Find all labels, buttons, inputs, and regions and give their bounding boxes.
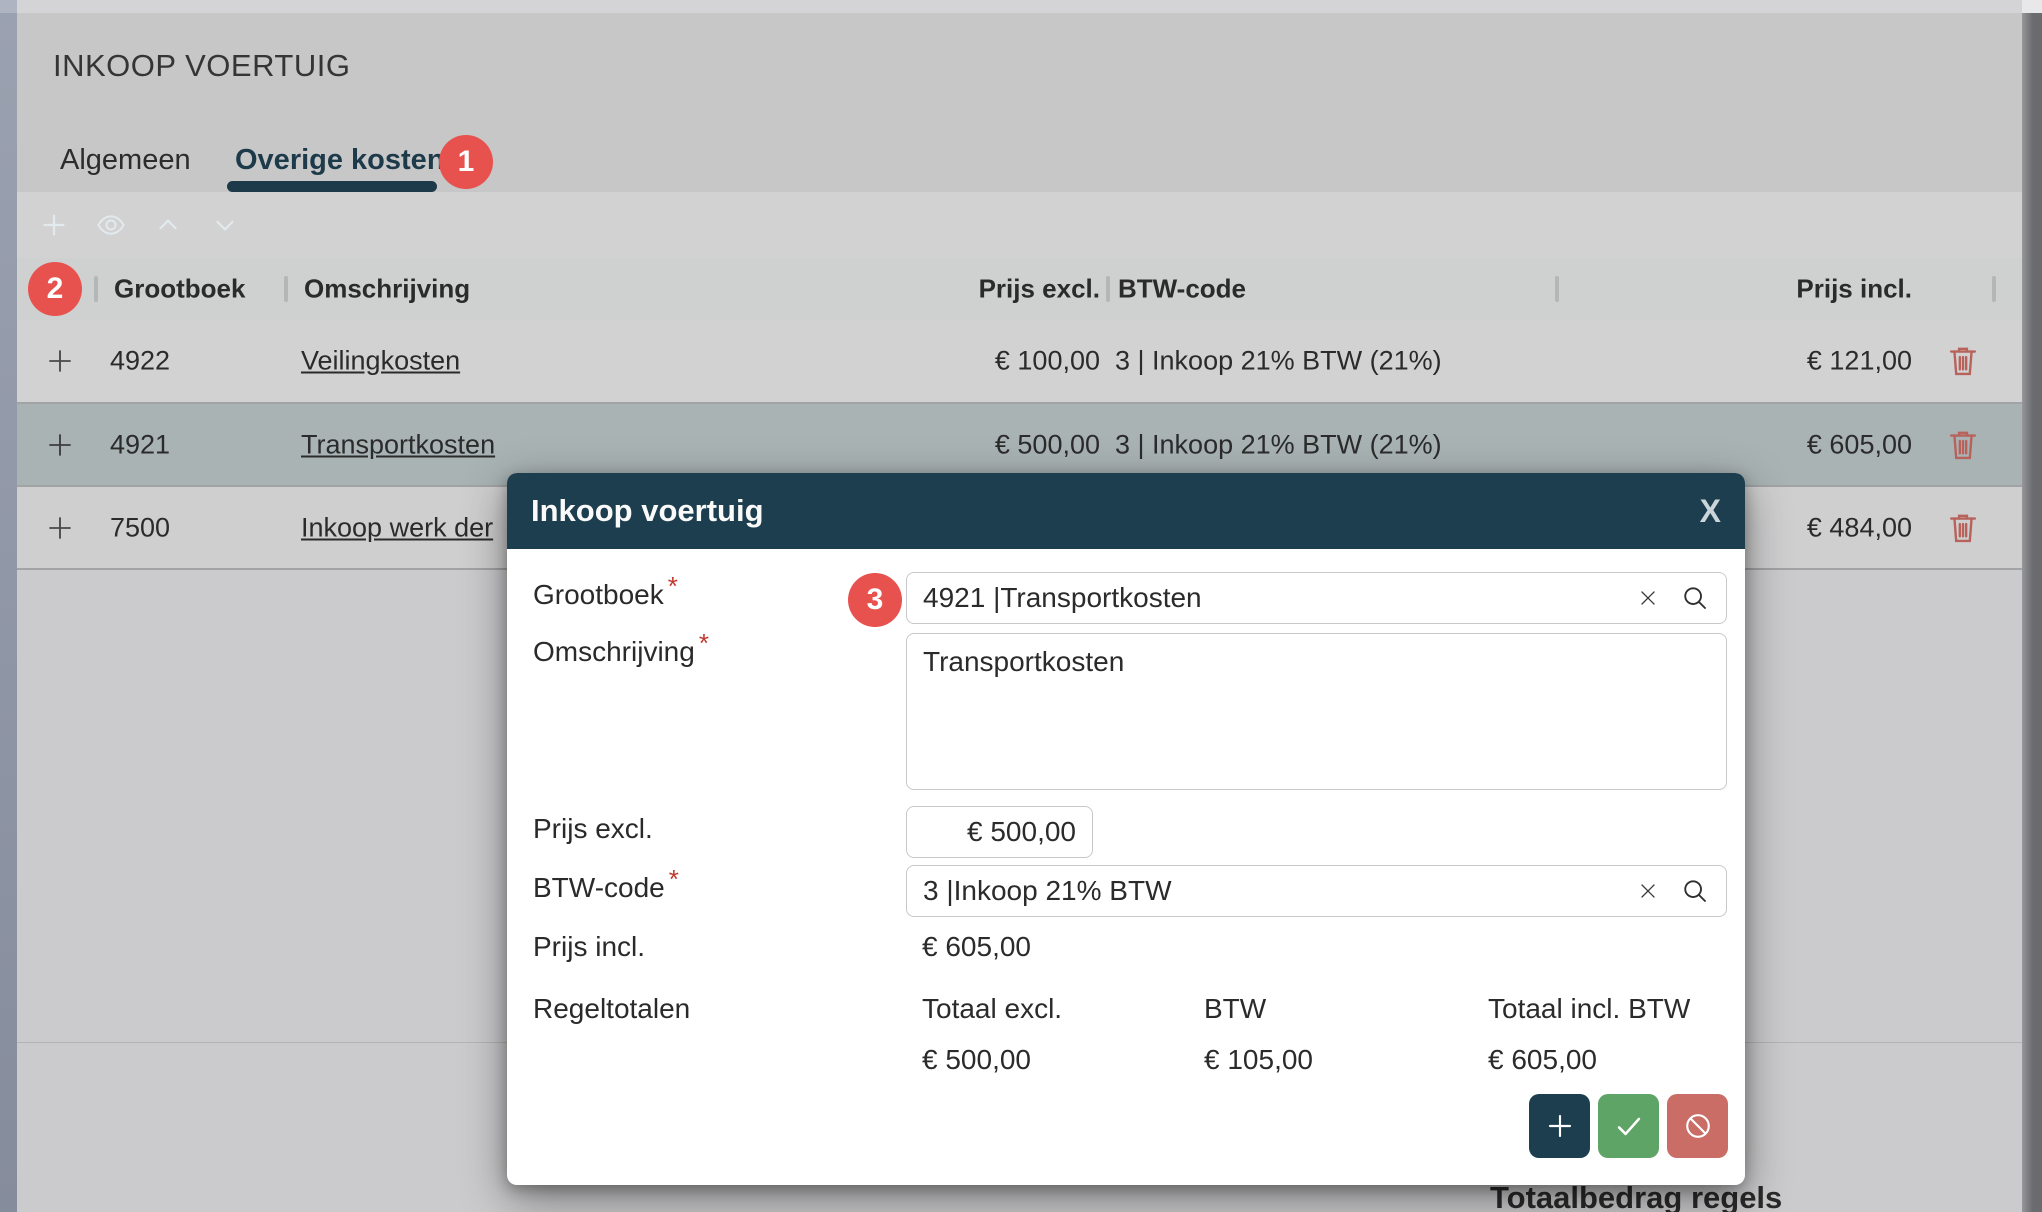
search-icon[interactable] — [1680, 583, 1710, 613]
clear-field-icon[interactable] — [1636, 879, 1660, 903]
column-divider — [284, 276, 288, 302]
close-icon[interactable]: X — [1699, 493, 1721, 529]
cell-prijs-incl: € 121,00 — [1806, 345, 1912, 376]
totaal-incl-header: Totaal incl. BTW — [1488, 993, 1691, 1024]
cell-btw-code: 3 | Inkoop 21% BTW (21%) — [1115, 345, 1442, 376]
search-icon[interactable] — [1680, 876, 1710, 906]
cell-prijs-incl: € 605,00 — [1806, 429, 1912, 459]
delete-row-trash-icon[interactable] — [1944, 509, 1982, 547]
cell-btw-code: 3 | Inkoop 21% BTW (21%) — [1115, 429, 1442, 459]
btw-code-input[interactable]: 3 |Inkoop 21% BTW — [906, 865, 1727, 917]
eye-icon — [95, 209, 127, 241]
cancel-button[interactable] — [1667, 1094, 1728, 1158]
tab-overige-kosten[interactable]: Overige kosten — [235, 144, 445, 176]
step-badge-3: 3 — [848, 573, 902, 627]
dialog-header: Inkoop voertuig X — [507, 473, 1745, 549]
expand-row-plus-icon[interactable] — [44, 512, 76, 544]
step-badge-1: 1 — [439, 135, 493, 189]
clear-field-icon[interactable] — [1636, 586, 1660, 610]
btw-header: BTW — [1204, 993, 1267, 1024]
cell-prijs-incl: € 484,00 — [1806, 512, 1912, 542]
column-header-prijs-excl: Prijs excl. — [978, 273, 1100, 304]
column-header-omschrijving: Omschrijving — [304, 273, 471, 304]
btw-code-label: BTW-code * — [533, 864, 679, 903]
plus-icon — [1544, 1110, 1576, 1142]
cell-grootboek: 4922 — [110, 345, 171, 376]
check-icon — [1612, 1109, 1646, 1143]
plus-icon — [39, 210, 69, 240]
move-down-button[interactable] — [200, 201, 250, 249]
totaal-incl-value: € 605,00 — [1488, 1044, 1597, 1075]
delete-row-trash-icon[interactable] — [1944, 426, 1982, 464]
prijs-incl-label: Prijs incl. — [533, 931, 646, 962]
delete-row-trash-icon[interactable] — [1944, 342, 1982, 380]
toolbar — [17, 192, 2022, 258]
column-divider — [94, 276, 98, 302]
dialog-title: Inkoop voertuig — [531, 493, 764, 528]
cell-omschrijving-link[interactable]: Veilingkosten — [301, 345, 461, 376]
totaal-excl-header: Totaal excl. — [922, 993, 1063, 1024]
cell-omschrijving-link[interactable]: Inkoop werk der — [301, 512, 494, 542]
required-asterisk: * — [668, 864, 679, 894]
chevron-down-icon — [210, 210, 240, 240]
add-new-line-button[interactable] — [1529, 1094, 1590, 1158]
prijs-excl-input[interactable]: € 500,00 — [906, 806, 1093, 858]
column-header-prijs-incl: Prijs incl. — [1796, 273, 1912, 304]
cell-prijs-excl: € 100,00 — [994, 345, 1100, 376]
expand-row-plus-icon[interactable] — [44, 429, 76, 461]
table-header: 2 Grootboek Omschrijving Prijs excl. BTW… — [17, 258, 2022, 320]
prohibit-icon — [1681, 1109, 1715, 1143]
active-tab-underline — [227, 181, 437, 192]
cell-prijs-excl: € 500,00 — [994, 429, 1100, 459]
column-header-btw-code: BTW-code — [1118, 273, 1247, 304]
expand-row-plus-icon[interactable] — [44, 345, 76, 377]
regeltotalen-label: Regeltotalen — [533, 993, 691, 1024]
tab-algemeen[interactable]: Algemeen — [60, 144, 191, 176]
left-edge — [0, 13, 17, 1212]
omschrijving-textarea[interactable]: Transportkosten — [906, 633, 1727, 790]
btw-value: € 105,00 — [1204, 1044, 1313, 1075]
omschrijving-label: Omschrijving * — [533, 628, 709, 667]
cell-grootboek: 4921 — [110, 429, 171, 459]
add-row-button[interactable] — [29, 201, 79, 249]
required-asterisk: * — [667, 571, 678, 601]
cell-omschrijving-link[interactable]: Transportkosten — [301, 429, 496, 459]
top-edge — [0, 0, 2042, 13]
column-divider — [1555, 276, 1559, 302]
totals-section-heading: Totaalbedrag regels — [1490, 1180, 1783, 1212]
view-row-button[interactable] — [86, 201, 136, 249]
top-left-corner — [0, 0, 17, 13]
table-row[interactable]: 4922 Veilingkosten € 100,00 3 | Inkoop 2… — [17, 320, 2022, 404]
column-header-grootboek: Grootboek — [114, 273, 246, 304]
grootboek-label: Grootboek * — [533, 571, 678, 610]
page-title: INKOOP VOERTUIG — [53, 48, 351, 83]
prijs-incl-value: € 605,00 — [922, 931, 1031, 962]
cell-grootboek: 7500 — [110, 512, 171, 542]
edit-cost-line-dialog: Inkoop voertuig X Grootboek * 3 4921 |Tra… — [507, 473, 1745, 1185]
required-asterisk: * — [698, 628, 709, 658]
grootboek-input[interactable]: 4921 |Transportkosten — [906, 572, 1727, 624]
column-divider — [1992, 276, 1996, 302]
chevron-up-icon — [153, 210, 183, 240]
right-edge-shadow — [2022, 13, 2042, 1212]
prijs-excl-label: Prijs excl. — [533, 813, 653, 844]
totaal-excl-value: € 500,00 — [922, 1044, 1031, 1075]
move-up-button[interactable] — [143, 201, 193, 249]
step-badge-2: 2 — [28, 262, 82, 316]
column-divider — [1106, 276, 1110, 302]
top-right-corner — [2022, 0, 2042, 13]
confirm-button[interactable] — [1598, 1094, 1659, 1158]
